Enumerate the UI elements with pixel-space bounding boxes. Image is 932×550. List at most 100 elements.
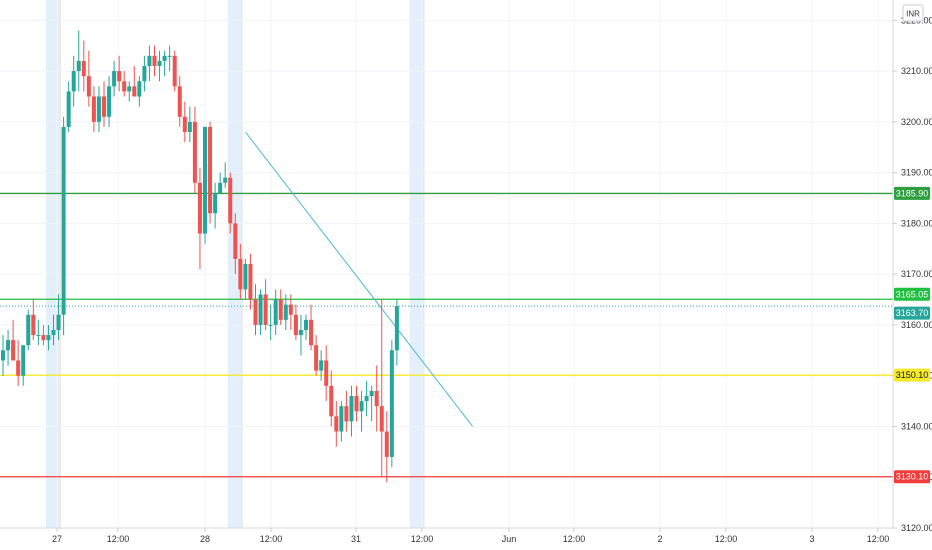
candle-body (76, 60, 81, 72)
candle-body (21, 345, 26, 376)
price-tick-label: 3120.00 (901, 523, 932, 533)
candle-body (192, 121, 197, 183)
candle-body (187, 121, 192, 132)
candle-body (66, 91, 71, 127)
candle-body (81, 60, 86, 77)
price-badge-label: 3165.05 (896, 289, 929, 299)
price-badge-label: 3130.10 (896, 472, 929, 482)
price-badges: 3185.90 3165.05 3150.10 3130.10 3163.70 (894, 186, 930, 484)
candle-body (102, 96, 106, 117)
trendline-layer[interactable] (245, 131, 474, 427)
candle-body (132, 86, 137, 97)
currency-button[interactable]: INR (902, 4, 924, 22)
candle-body (26, 314, 31, 346)
time-tick-label: 31 (351, 534, 361, 544)
candle-body (182, 116, 187, 132)
candle-body (177, 86, 182, 117)
candle-body (329, 385, 334, 417)
candle-body (208, 126, 213, 214)
candle-body (213, 192, 218, 214)
candle-body (197, 182, 202, 234)
candle-body (137, 81, 142, 97)
price-badge-label: 3163.70 (896, 308, 929, 318)
currency-label: INR (906, 10, 920, 19)
candlesticks (1, 30, 399, 483)
candle-body (36, 335, 41, 337)
candle-body (112, 71, 117, 87)
candle-body (71, 71, 76, 92)
time-tick-label: 2 (657, 534, 662, 544)
time-tick-label: 12:00 (867, 534, 890, 544)
price-tick-label: 3190.00 (901, 168, 932, 178)
candle-body (107, 86, 112, 117)
candle-body (339, 406, 344, 432)
time-tick-label: 27 (52, 534, 62, 544)
candle-body (6, 340, 11, 351)
candle-body (384, 431, 389, 457)
candle-body (167, 55, 172, 57)
price-tick-label: 3210.00 (901, 66, 932, 76)
candle-body (56, 314, 61, 330)
candle-body (96, 96, 101, 122)
candle-body (314, 345, 319, 371)
candle-body (253, 299, 258, 325)
candle-body (379, 406, 384, 432)
candle-body (344, 406, 349, 422)
candle-body (46, 335, 51, 341)
time-tick-label: 12:00 (260, 534, 283, 544)
candle-body (16, 360, 21, 376)
candle-body (122, 81, 127, 92)
price-tick-label: 3180.00 (901, 218, 932, 228)
price-badge (894, 368, 930, 382)
price-tick-label: 3170.00 (901, 269, 932, 279)
price-badge (894, 306, 930, 320)
candle-body (394, 306, 399, 351)
candle-body (91, 96, 96, 122)
candle-body (11, 340, 16, 361)
session-band (45, 0, 62, 528)
price-badge (894, 470, 930, 484)
candle-body (238, 258, 243, 290)
candle-body (258, 294, 263, 325)
candle-body (334, 416, 339, 432)
candle-body (127, 86, 132, 92)
candle-body (263, 294, 268, 325)
time-tick-label: 12:00 (107, 534, 130, 544)
trendline[interactable] (245, 131, 474, 427)
candle-body (364, 396, 369, 402)
horizontal-levels[interactable] (0, 192, 893, 478)
candle-body (369, 390, 374, 396)
candle-body (147, 55, 152, 66)
time-axis[interactable]: 27 12:00 28 12:00 31 12:00 Jun 12:00 2 12:00 3 12:0… (52, 528, 889, 544)
time-tick-label: Jun (502, 534, 517, 544)
candle-body (374, 390, 379, 407)
candle-body (233, 223, 238, 259)
candle-body (278, 299, 283, 320)
time-tick-label: 12:00 (563, 534, 586, 544)
price-tick-label: 3200.00 (901, 117, 932, 127)
candle-body (359, 401, 364, 412)
candle-body (248, 264, 253, 300)
candle-body (172, 55, 177, 87)
candle-body (142, 66, 147, 82)
candle-body (243, 264, 248, 290)
candle-body (31, 314, 36, 336)
session-band (409, 0, 425, 528)
candle-body (152, 55, 157, 66)
candle-body (354, 396, 359, 412)
candle-body (288, 304, 293, 315)
candle-body (324, 360, 329, 386)
price-tick-label: 3140.00 (901, 421, 932, 431)
candle-body (273, 299, 278, 325)
price-badge-label: 3185.90 (896, 188, 929, 198)
candle-body (228, 177, 233, 224)
candle-body (304, 319, 308, 330)
price-badge-label: 3150.10 (896, 370, 929, 380)
candle-body (1, 350, 5, 361)
time-tick-label: 3 (809, 534, 814, 544)
candle-body (349, 396, 354, 422)
candle-body (203, 126, 207, 234)
candle-body (268, 324, 273, 326)
